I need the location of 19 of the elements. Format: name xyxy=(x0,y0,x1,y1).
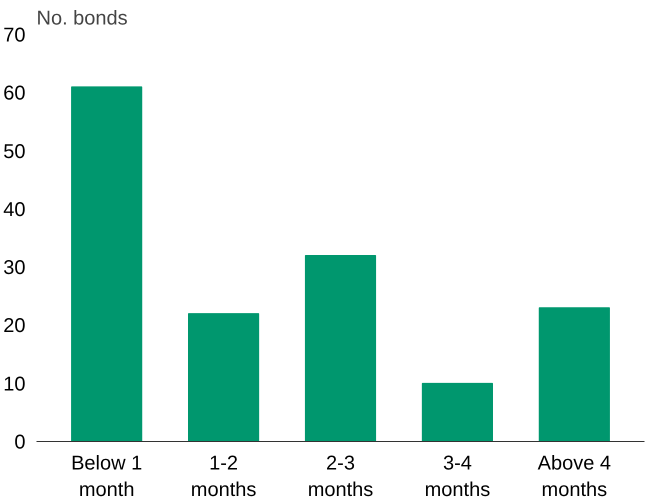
x-tick-label: 3-4 months xyxy=(424,452,490,501)
x-tick-label: Above 4 months xyxy=(538,452,612,501)
y-tick-label: 10 xyxy=(3,373,26,396)
x-tick-label: 2-3 months xyxy=(308,452,374,501)
y-tick-label: 60 xyxy=(3,82,26,105)
bar xyxy=(304,254,376,442)
bar xyxy=(538,307,610,442)
y-tick-label: 50 xyxy=(3,140,26,163)
y-tick-label: 30 xyxy=(3,257,26,280)
bar xyxy=(188,313,260,442)
y-tick-label: 40 xyxy=(3,198,26,221)
x-tick-label: Below 1 month xyxy=(71,452,142,501)
y-tick-label: 70 xyxy=(3,24,26,46)
y-tick-label: 0 xyxy=(14,432,26,454)
x-tick-label: 1-2 months xyxy=(190,452,256,501)
y-axis-title: No. bonds xyxy=(36,8,128,30)
bar xyxy=(71,86,142,442)
y-tick-label: 20 xyxy=(3,315,26,338)
bar xyxy=(422,382,493,442)
